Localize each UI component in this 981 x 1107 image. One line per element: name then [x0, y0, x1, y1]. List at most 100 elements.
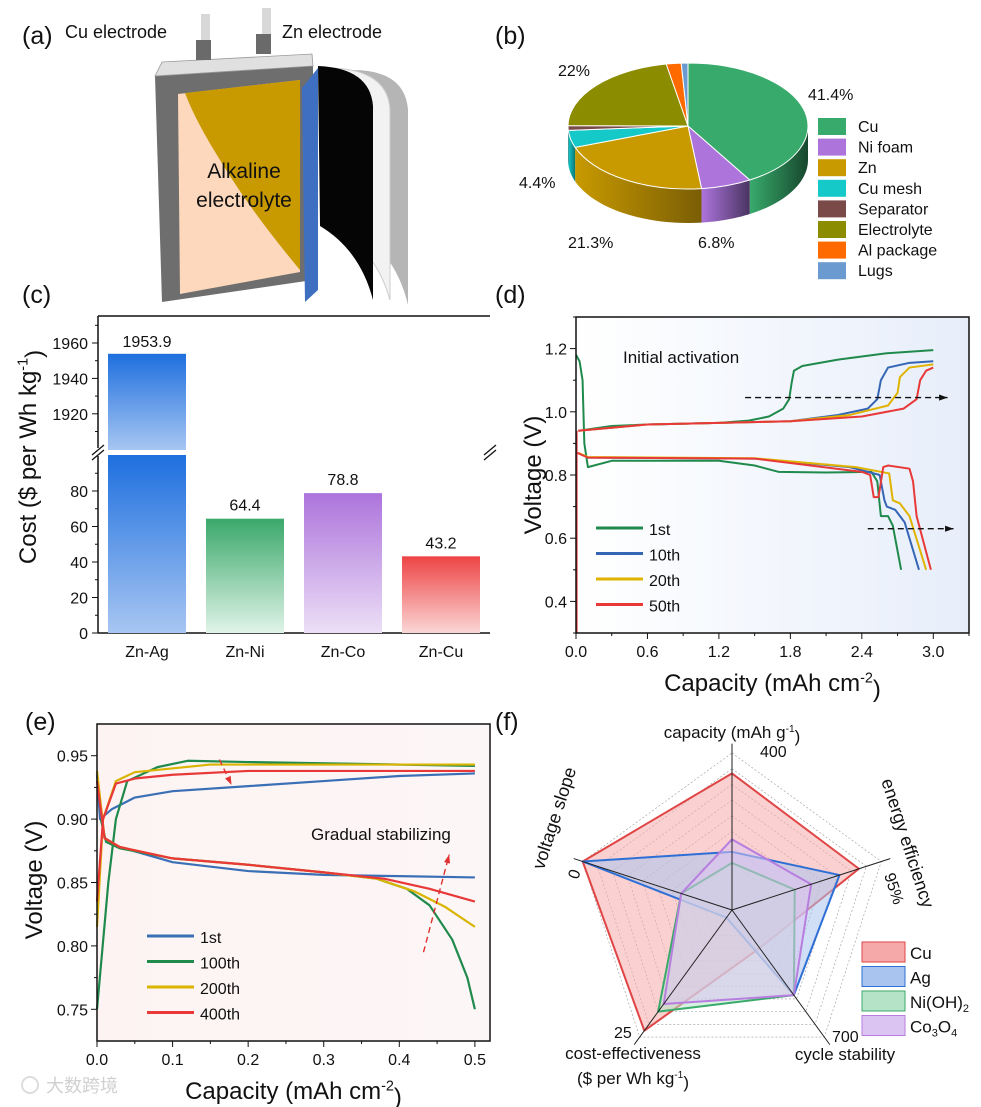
legend-swatch-lugs: [818, 262, 846, 280]
y-axis-title-sup: -1: [15, 358, 31, 371]
legend-swatch-co: [861, 1015, 906, 1036]
legend-label: 400th: [200, 1007, 240, 1024]
cu-lug: [201, 14, 210, 44]
series-1st-discharge: [575, 354, 903, 570]
x-tick-label: 0.0: [86, 1052, 108, 1069]
y-tick-label: 20: [70, 591, 88, 608]
axis-label-cost-unit: ($ per Wh kg-1): [577, 1069, 689, 1092]
pie-label: 4.4%: [519, 175, 555, 192]
x-axis-title-tail: ): [873, 676, 881, 703]
radar-grid-ring: [612, 784, 852, 1012]
legend-swatch-cu-mesh: [818, 179, 846, 197]
y-axis-title: Voltage (V): [520, 416, 547, 535]
zinc-electrode: [185, 80, 300, 270]
series-50th-charge: [578, 366, 934, 432]
pie-wall-cu-mesh: [568, 130, 576, 182]
axis-label-cycle-stability: cycle stability: [795, 1045, 896, 1064]
x-axis-title-main: Capacity (mAh cm: [664, 670, 860, 697]
axis-label-voltage-slope: voltage slope: [528, 765, 580, 872]
pie-wall-zn: [575, 147, 702, 223]
zn-electrode-label: Zn electrode: [282, 22, 382, 42]
axis-break-icon: [91, 444, 105, 461]
pie-label: 22%: [558, 63, 590, 80]
legend-label: 100th: [200, 956, 240, 973]
legend-swatch-electrolyte: [818, 221, 846, 238]
y-tick-label: 1940: [52, 371, 88, 388]
arrowhead-icon: [444, 854, 451, 864]
arrowhead-icon: [225, 775, 232, 785]
axis-label-capacity-main: capacity (mAh g: [664, 723, 786, 742]
pouch-top-edge: [154, 53, 314, 77]
legend-label: Ag: [910, 969, 931, 988]
y-tick-label: 60: [70, 520, 88, 537]
plot-frame: [575, 316, 970, 634]
x-tick-label: Zn-Cu: [419, 644, 463, 661]
separator-sheet: [302, 68, 318, 302]
y-tick-label: 0.4: [545, 594, 567, 611]
bar-value-label: 43.2: [425, 535, 456, 552]
legend-label-main: Co: [910, 1018, 932, 1037]
y-tick-label: 1.2: [545, 342, 567, 359]
series-50th-discharge: [576, 451, 932, 571]
x-tick-label: 0.2: [237, 1052, 259, 1069]
legend-swatch-ag: [861, 966, 906, 987]
radar-grid-ring: [582, 752, 882, 1038]
bar-chart-cost: 1920 1940 1960 0 20 40 60 80 1953.9 Zn-Ag 64.4 Zn-N…: [15, 315, 497, 661]
annotation: Initial activation: [623, 348, 739, 367]
panel-label-c: (c): [22, 281, 51, 309]
bar-value-label: 64.4: [229, 498, 260, 515]
radar-series-co: [662, 838, 813, 1005]
pie-slice-cu: [687, 62, 809, 181]
y-tick-label: 1.0: [545, 405, 567, 422]
x-tick-label: 0.3: [313, 1052, 335, 1069]
legend-label: 1st: [649, 522, 671, 539]
axis-label-cost-unit-main: ($ per Wh kg: [577, 1069, 674, 1088]
axis-label-capacity-sup: -1: [786, 724, 795, 735]
bar-zn-ni: [206, 518, 284, 633]
legend-swatch-cu: [818, 118, 846, 135]
pie-label: 21.3%: [568, 235, 613, 252]
legend-label: 200th: [200, 981, 240, 998]
electrolyte-label-line1: Alkaline: [207, 160, 281, 183]
y-axis-title-main: Cost ($ per Wh kg: [15, 371, 42, 564]
legend-label: Zn: [858, 160, 877, 177]
y-axis-title: Voltage (V): [21, 821, 48, 940]
y-tick-label: 1920: [52, 407, 88, 424]
bar-value-label: 1953.9: [123, 334, 172, 351]
watermark: 大数跨境: [46, 1076, 118, 1096]
legend-label: 10th: [649, 548, 680, 565]
legend-label: Cu: [910, 944, 932, 963]
watermark-logo-icon: [21, 1076, 39, 1094]
battery-illustration: Cu electrode Zn electrode Alkaline elect…: [65, 8, 408, 305]
y-axis-title: Cost ($ per Wh kg-1): [15, 350, 48, 564]
zn-lug: [262, 8, 271, 38]
x-tick-label: 0.1: [161, 1052, 183, 1069]
panel-label-f: (f): [495, 708, 519, 736]
legend-swatch-separator: [818, 200, 846, 218]
axis-max-label: 0: [566, 867, 585, 881]
pie-slice-lugs: [680, 62, 689, 127]
x-tick-label: 0.0: [565, 644, 587, 661]
y-tick-label: 40: [70, 555, 88, 572]
radar-axis: [731, 909, 831, 1045]
axis-label-capacity: capacity (mAh g-1): [664, 723, 801, 746]
legend-label: 1st: [200, 930, 222, 947]
x-tick-label: Zn-Co: [321, 644, 366, 661]
axis-max-label: 700: [832, 1029, 859, 1046]
x-tick-label: 1.2: [708, 644, 730, 661]
legend-label-main: Ag: [910, 969, 931, 988]
dashed-arrow-icon: [422, 854, 450, 953]
axis-label-cost-unit-sup: -1: [674, 1070, 683, 1081]
axis-label-capacity-tail: ): [795, 727, 801, 746]
axis-label-cost-unit-tail: ): [683, 1073, 689, 1092]
legend-swatch-cu: [861, 941, 906, 963]
x-tick-label: Zn-Ag: [125, 644, 169, 661]
y-tick-label: 0.90: [57, 812, 88, 829]
x-axis-title: Capacity (mAh cm-2): [664, 670, 881, 703]
arrowhead-icon: [945, 525, 954, 532]
legend-label-sub: 4: [951, 1028, 957, 1040]
legend-label-main: Ni(OH): [910, 993, 963, 1012]
legend-label: 50th: [649, 599, 680, 616]
x-tick-label: 1.8: [779, 644, 801, 661]
